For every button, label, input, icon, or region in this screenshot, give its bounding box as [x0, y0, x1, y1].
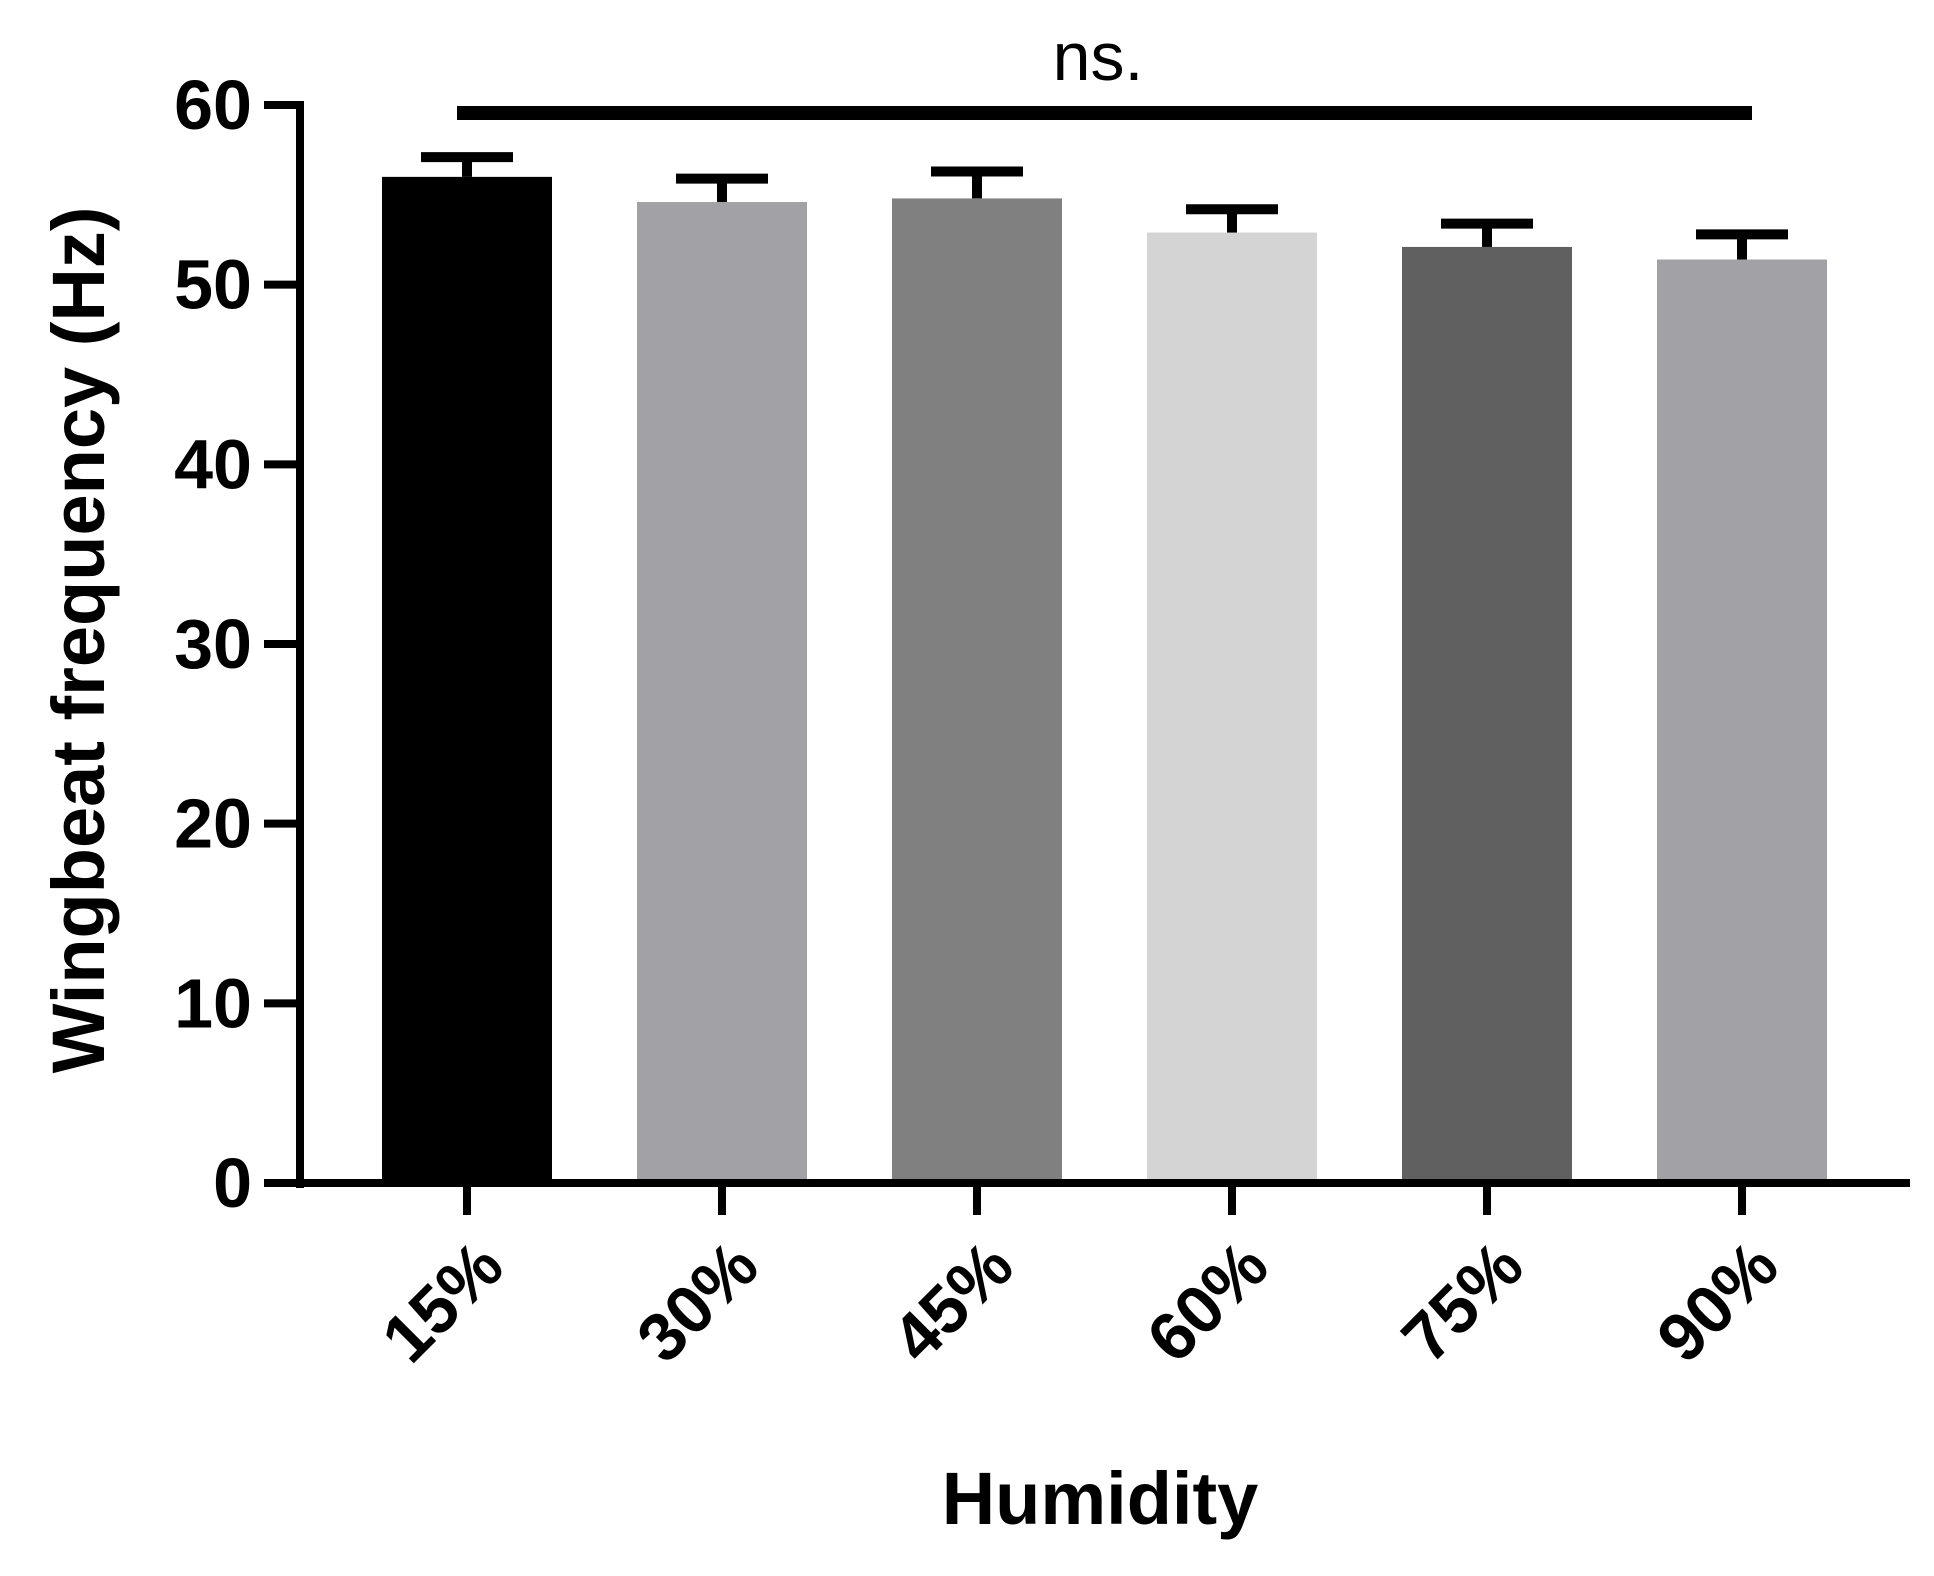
y-tick-label: 20 [174, 785, 252, 863]
significance-layer: ns. [457, 19, 1752, 120]
bar-75pct [1402, 246, 1572, 1184]
axes-layer: 0 10 20 30 40 50 60 15% 30% 45% 60% 75% 90% [174, 66, 1910, 1377]
bars-layer [382, 176, 1827, 1184]
bar-60pct [1147, 232, 1317, 1183]
x-tick-label: 30% [623, 1227, 773, 1377]
bar-30pct [637, 202, 807, 1183]
y-tick-label: 0 [213, 1144, 252, 1222]
significance-label: ns. [1053, 19, 1144, 95]
x-tick-label: 60% [1133, 1227, 1283, 1377]
y-axis-label: Wingbeat frequency (Hz) [37, 207, 120, 1074]
x-tick-label: 45% [878, 1227, 1028, 1377]
x-tick-label: 90% [1643, 1227, 1793, 1377]
x-axis-label: Humidity [942, 1457, 1259, 1540]
bar-15pct [382, 176, 552, 1183]
y-tick-label: 30 [174, 605, 252, 683]
x-tick-label: 15% [368, 1227, 518, 1377]
y-tick-label: 50 [174, 246, 252, 324]
x-tick-label: 75% [1388, 1227, 1538, 1377]
y-tick-label: 40 [174, 425, 252, 503]
y-tick-label: 60 [174, 66, 252, 144]
error-bars-layer [421, 152, 1788, 260]
bar-45pct [892, 198, 1062, 1184]
bar-90pct [1657, 259, 1827, 1184]
y-tick-label: 10 [174, 964, 252, 1042]
